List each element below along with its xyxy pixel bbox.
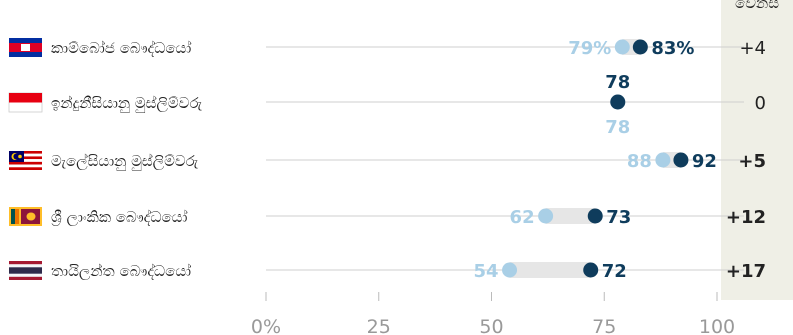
- sri-lanka-flag-icon: [9, 207, 42, 226]
- difference-value: +5: [738, 151, 766, 172]
- x-tick-label: 0%: [251, 316, 281, 335]
- flag-lion: [26, 212, 36, 221]
- flag-band: [9, 93, 42, 103]
- difference-header: වෙනස: [735, 0, 779, 12]
- malaysia-flag-icon: [9, 151, 42, 170]
- change-range-bar: [509, 262, 591, 278]
- x-tick-label: 75: [592, 316, 616, 335]
- earlier-value-label: 54: [473, 261, 498, 282]
- cambodia-flag-icon: [9, 38, 42, 57]
- earlier-value-label: 78: [605, 117, 630, 138]
- earlier-value-label: 88: [627, 151, 652, 172]
- x-tick-label: 50: [479, 316, 503, 335]
- later-value-label: 92: [692, 151, 717, 172]
- thailand-flag-icon: [9, 261, 42, 280]
- flag-stripe: [9, 159, 42, 162]
- later-value-dot: [587, 208, 603, 224]
- earlier-value-dot: [614, 39, 630, 55]
- difference-column-background: [721, 0, 793, 300]
- row-label: කාම්බෝජ බෞද්ධයෝ: [51, 39, 191, 57]
- indonesia-flag-icon: [8, 92, 43, 113]
- difference-value: +12: [726, 207, 766, 228]
- flag-stripe: [9, 153, 42, 157]
- row-label: මැලේසියානු මුස්ලිම්වරු: [51, 152, 199, 171]
- x-tick-label: 25: [367, 316, 391, 335]
- earlier-value-dot: [538, 208, 554, 224]
- difference-value: 0: [755, 93, 766, 114]
- later-value-label: 72: [602, 261, 627, 282]
- later-value-label: 83%: [651, 38, 694, 59]
- later-value-label: 78: [605, 72, 630, 93]
- row-label: ඉන්දුනීසියානු මුස්ලිම්වරු: [51, 94, 202, 113]
- difference-value: +4: [739, 38, 766, 59]
- difference-value: +17: [726, 261, 766, 282]
- flag-stripe: [9, 151, 42, 154]
- x-tick-label: 100: [699, 316, 735, 335]
- row-label: තායිලන්ත බෞද්ධයෝ: [51, 262, 191, 280]
- earlier-value-label: 79%: [568, 38, 611, 59]
- later-value-dot: [583, 262, 599, 278]
- flag-star: [18, 154, 22, 159]
- change-range-bar: [545, 208, 596, 224]
- flag-temple: [21, 44, 30, 51]
- earlier-value-dot: [502, 262, 518, 278]
- flag-band: [9, 267, 42, 274]
- later-value-dot: [673, 152, 689, 168]
- flag-band: [15, 209, 19, 224]
- earlier-value-dot: [655, 152, 671, 168]
- earlier-value-label: 62: [510, 207, 535, 228]
- flag-stripe: [9, 156, 42, 160]
- flag-stripe: [9, 167, 42, 170]
- later-value-label: 73: [606, 207, 631, 228]
- flag-band: [11, 209, 15, 224]
- flag-stripe: [9, 164, 42, 168]
- row-label: ශ්‍රී ලාංකික බෞද්ධයෝ: [51, 208, 188, 227]
- flag-crescent-cut: [13, 153, 20, 160]
- flag-stripe: [9, 161, 42, 165]
- later-value-dot: [610, 94, 626, 110]
- later-value-dot: [632, 39, 648, 55]
